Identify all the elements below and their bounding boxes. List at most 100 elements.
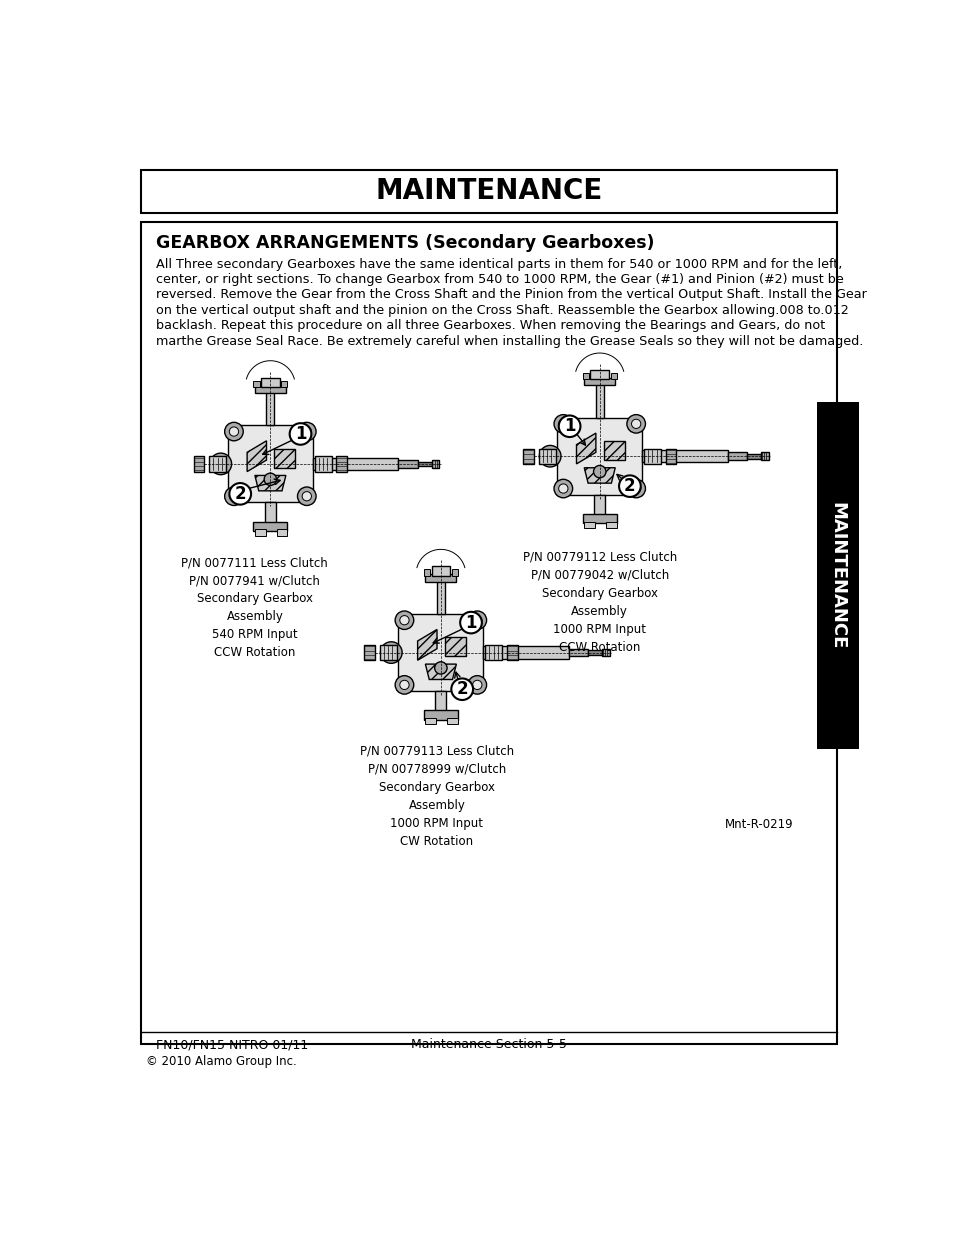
Polygon shape xyxy=(254,475,286,490)
Bar xyxy=(641,450,727,462)
Bar xyxy=(313,458,397,471)
Bar xyxy=(447,718,457,724)
Text: P/N 0077111 Less Clutch
P/N 0077941 w/Clutch
Secondary Gearbox
Assembly
540 RPM : P/N 0077111 Less Clutch P/N 0077941 w/Cl… xyxy=(181,556,328,659)
Circle shape xyxy=(385,647,396,658)
Text: Maintenance Section 5-5: Maintenance Section 5-5 xyxy=(411,1039,566,1051)
Circle shape xyxy=(631,419,640,429)
Polygon shape xyxy=(576,433,596,464)
Circle shape xyxy=(224,487,243,505)
Bar xyxy=(583,521,595,527)
Circle shape xyxy=(302,427,311,436)
Bar xyxy=(209,456,226,472)
Circle shape xyxy=(538,446,560,467)
Circle shape xyxy=(264,473,276,485)
Circle shape xyxy=(399,680,409,689)
Polygon shape xyxy=(274,448,294,468)
Bar xyxy=(281,380,287,387)
Circle shape xyxy=(215,458,226,469)
Polygon shape xyxy=(583,468,615,483)
Bar xyxy=(314,456,332,472)
Bar xyxy=(506,645,517,661)
Bar xyxy=(596,383,603,417)
Circle shape xyxy=(302,492,311,501)
Text: P/N 00779113 Less Clutch
P/N 00778999 w/Clutch
Secondary Gearbox
Assembly
1000 R: P/N 00779113 Less Clutch P/N 00778999 w/… xyxy=(359,745,514,848)
Bar xyxy=(425,718,436,724)
Bar xyxy=(537,448,555,464)
Text: P/N 00779112 Less Clutch
P/N 00779042 w/Clutch
Secondary Gearbox
Assembly
1000 R: P/N 00779112 Less Clutch P/N 00779042 w/… xyxy=(522,551,677,653)
Bar xyxy=(587,651,601,655)
Polygon shape xyxy=(417,630,436,661)
Circle shape xyxy=(631,484,640,493)
Bar xyxy=(557,417,641,495)
Text: 2: 2 xyxy=(623,477,635,495)
Circle shape xyxy=(468,676,486,694)
Polygon shape xyxy=(603,441,624,461)
Circle shape xyxy=(435,662,447,674)
Circle shape xyxy=(554,479,572,498)
Text: MAINTENANCE: MAINTENANCE xyxy=(375,178,602,205)
Circle shape xyxy=(380,642,402,663)
Text: center, or right sections. To change Gearbox from 540 to 1000 RPM, the Gear (#1): center, or right sections. To change Gea… xyxy=(156,273,843,287)
Text: 1: 1 xyxy=(465,614,476,631)
Bar xyxy=(213,456,228,472)
Circle shape xyxy=(626,479,645,498)
Bar xyxy=(425,574,456,582)
Bar xyxy=(261,378,279,387)
Text: 2: 2 xyxy=(456,680,468,698)
Circle shape xyxy=(395,676,414,694)
Circle shape xyxy=(472,615,481,625)
Circle shape xyxy=(558,419,567,429)
Text: reversed. Remove the Gear from the Cross Shaft and the Pinion from the vertical : reversed. Remove the Gear from the Cross… xyxy=(156,288,866,301)
Polygon shape xyxy=(247,441,266,472)
Text: MAINTENANCE: MAINTENANCE xyxy=(828,501,846,650)
Bar xyxy=(266,390,274,425)
Circle shape xyxy=(210,453,232,474)
Bar xyxy=(276,530,287,536)
Bar xyxy=(583,378,615,385)
Circle shape xyxy=(395,611,414,630)
Bar xyxy=(397,461,417,468)
Polygon shape xyxy=(425,664,456,679)
Bar xyxy=(423,569,430,576)
Bar xyxy=(568,648,587,656)
Text: All Three secondary Gearboxes have the same identical parts in them for 540 or 1: All Three secondary Gearboxes have the s… xyxy=(156,258,841,270)
Bar xyxy=(193,456,204,472)
Circle shape xyxy=(451,678,473,700)
Circle shape xyxy=(459,611,481,634)
Circle shape xyxy=(554,415,572,433)
Bar xyxy=(435,692,446,714)
Text: © 2010 Alamo Group Inc.: © 2010 Alamo Group Inc. xyxy=(146,1055,296,1068)
Text: Mnt-R-0219: Mnt-R-0219 xyxy=(724,818,793,831)
Bar xyxy=(582,373,588,379)
Circle shape xyxy=(290,424,311,445)
Bar xyxy=(816,403,858,748)
Circle shape xyxy=(297,487,315,505)
Bar xyxy=(364,645,375,661)
Circle shape xyxy=(626,415,645,433)
Circle shape xyxy=(224,422,243,441)
Bar xyxy=(253,521,287,531)
Bar xyxy=(484,645,501,661)
Bar xyxy=(254,530,266,536)
Bar xyxy=(379,645,396,661)
Bar xyxy=(431,567,450,576)
Bar xyxy=(436,579,444,614)
Bar xyxy=(397,614,483,692)
Circle shape xyxy=(472,680,481,689)
Bar xyxy=(601,648,609,656)
Text: GEARBOX ARRANGEMENTS (Secondary Gearboxes): GEARBOX ARRANGEMENTS (Secondary Gearboxe… xyxy=(156,235,655,252)
Circle shape xyxy=(229,427,238,436)
Text: 2: 2 xyxy=(234,485,246,503)
Circle shape xyxy=(544,451,555,462)
Bar xyxy=(760,452,768,461)
Bar xyxy=(265,503,275,526)
Text: marthe Grease Seal Race. Be extremely careful when installing the Grease Seals s: marthe Grease Seal Race. Be extremely ca… xyxy=(156,335,862,347)
Bar xyxy=(417,462,431,466)
Circle shape xyxy=(297,422,315,441)
Text: FN10/FN15 NITRO 01/11: FN10/FN15 NITRO 01/11 xyxy=(156,1039,309,1051)
Bar xyxy=(253,380,259,387)
Bar xyxy=(522,448,534,464)
Bar xyxy=(727,452,746,461)
Bar xyxy=(384,645,397,661)
Bar xyxy=(746,454,760,458)
